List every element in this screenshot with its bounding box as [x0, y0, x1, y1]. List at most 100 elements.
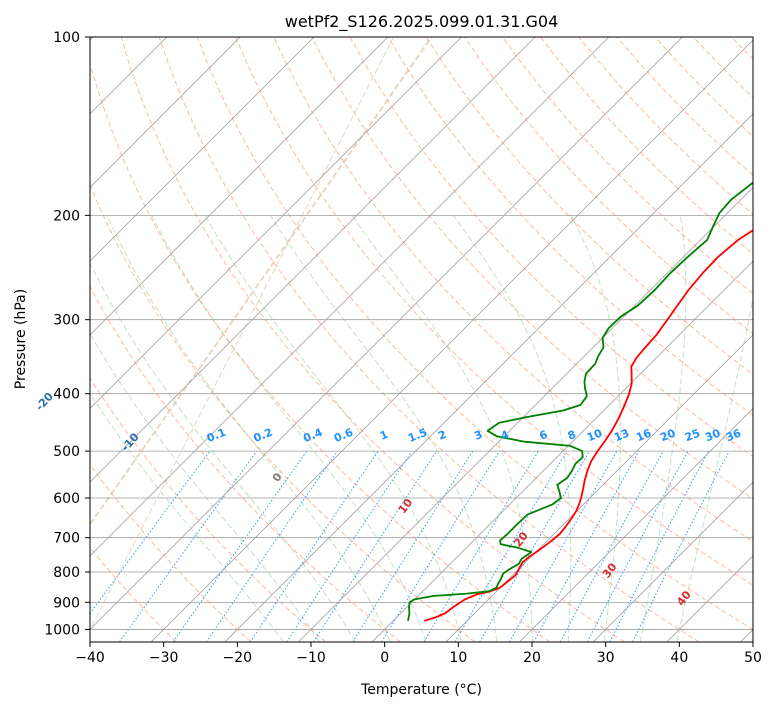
mixing-ratio-line	[533, 450, 640, 642]
mixing-ratio-line	[609, 450, 709, 642]
dry-adiabat	[90, 183, 476, 642]
dry-adiabat	[425, 37, 753, 375]
dry-adiabat	[90, 463, 252, 642]
dry-adiabat	[235, 37, 753, 586]
mixing-ratio-line	[249, 450, 379, 642]
x-tick-label: 40	[670, 650, 688, 666]
moist-adiabat	[351, 215, 533, 642]
x-tick-label: −20	[223, 650, 253, 666]
mixing-ratio-line	[352, 450, 474, 642]
dry-adiabat	[502, 37, 753, 295]
moist-adiabat	[151, 215, 427, 642]
x-tick-label: −40	[75, 650, 105, 666]
isotherm	[445, 334, 753, 642]
mixing-ratio-label: 25	[683, 426, 702, 444]
moist-adiabat	[90, 332, 320, 642]
temperature-line	[423, 229, 753, 622]
moist-adiabat	[106, 215, 392, 642]
x-tick-label: 0	[380, 650, 389, 666]
mixing-ratio-label: 13	[612, 426, 631, 444]
moist-adiabat	[269, 215, 498, 642]
dry-adiabat	[90, 62, 551, 642]
mixing-ratio-label: 20	[658, 426, 677, 444]
x-tick-label: 20	[523, 650, 541, 666]
isotherm	[371, 260, 753, 642]
plot-frame	[89, 36, 754, 643]
mixing-ratio-line	[559, 450, 664, 642]
isotherm	[90, 37, 241, 188]
grid	[90, 37, 753, 642]
y-tick-label: 900	[53, 595, 80, 611]
x-tick-label: −10	[296, 650, 326, 666]
x-axis-label: Temperature (°C)	[360, 682, 482, 698]
mixing-ratio-line	[313, 450, 438, 642]
y-axis-label: Pressure (hPa)	[13, 289, 29, 389]
y-tick-label: 200	[53, 208, 80, 224]
moist-adiabat	[204, 215, 462, 642]
isotherm	[519, 407, 753, 642]
dry-adiabat	[273, 37, 753, 543]
mixing-ratio-line	[172, 450, 308, 642]
background-lines	[90, 37, 753, 642]
mixing-ratio-line	[90, 450, 211, 615]
dry-adiabat	[349, 37, 753, 458]
x-tick-label: 10	[449, 650, 467, 666]
isotherm	[90, 37, 462, 409]
isotherm	[90, 37, 315, 262]
isotherm	[592, 481, 753, 642]
mixing-ratio-label: 3	[472, 428, 484, 443]
dry-adiabat	[90, 377, 327, 642]
isotherm	[90, 37, 536, 483]
mixing-ratio-line	[381, 450, 500, 642]
y-tick-label: 300	[53, 313, 80, 329]
mixing-ratio-line	[423, 450, 539, 642]
y-tick-label: 400	[53, 387, 80, 403]
moist-adiabat	[90, 262, 356, 642]
moist-adiabat	[639, 215, 687, 642]
isotherm	[90, 37, 610, 557]
mixing-ratio-line	[632, 450, 730, 642]
chart-title: wetPf2_S126.2025.099.01.31.G04	[285, 12, 559, 32]
dry-adiabat	[158, 37, 700, 642]
dry-adiabat	[120, 37, 625, 642]
hodograph-arc	[90, 37, 395, 631]
y-tick-label: 700	[53, 531, 80, 547]
mixing-ratio-label: 1	[378, 428, 390, 443]
mixing-ratio-line	[586, 450, 689, 642]
profiles	[407, 181, 753, 622]
moist-adiabat	[676, 295, 753, 642]
isotherm	[150, 39, 753, 642]
mixing-ratio-line	[509, 450, 618, 642]
moist-adiabat	[452, 215, 572, 642]
mixing-ratio-label: 2	[436, 428, 448, 443]
dry-adiabat	[90, 547, 177, 642]
dewpoint-line	[407, 181, 753, 621]
mixing-ratio-line	[286, 450, 413, 642]
mixing-ratio-label: 30	[703, 426, 722, 444]
mixing-ratio-line	[205, 450, 338, 642]
isotherm	[298, 186, 753, 642]
y-tick-label: 1000	[44, 622, 80, 638]
isotherm	[90, 37, 683, 630]
y-tick-label: 800	[53, 565, 80, 581]
x-tick-label: 50	[744, 650, 762, 666]
y-tick-label: 600	[53, 491, 80, 507]
mixing-ratio-line	[119, 450, 258, 642]
dry-adiabat	[196, 37, 753, 630]
dry-adiabat	[387, 37, 753, 416]
mixing-ratio-label: 8	[566, 428, 578, 443]
x-tick-label: 30	[597, 650, 615, 666]
isotherm	[224, 113, 753, 642]
x-axis-ticks: −40 −30 −20 −10 0 10 20 30 40 50	[75, 642, 762, 666]
moist-adiabat	[90, 392, 285, 642]
dry-adiabat	[311, 37, 753, 500]
moist-adiabat	[570, 215, 622, 642]
y-tick-label: 100	[53, 30, 80, 46]
y-axis-ticks: 100 200 300 400 500 600 700 800 900 1000	[44, 30, 90, 638]
mixing-ratio-label: 10	[585, 426, 604, 444]
mixing-ratio-label: 16	[634, 426, 653, 444]
hodograph-arc	[90, 37, 433, 527]
x-tick-label: −30	[149, 650, 179, 666]
isotherm	[90, 37, 389, 336]
